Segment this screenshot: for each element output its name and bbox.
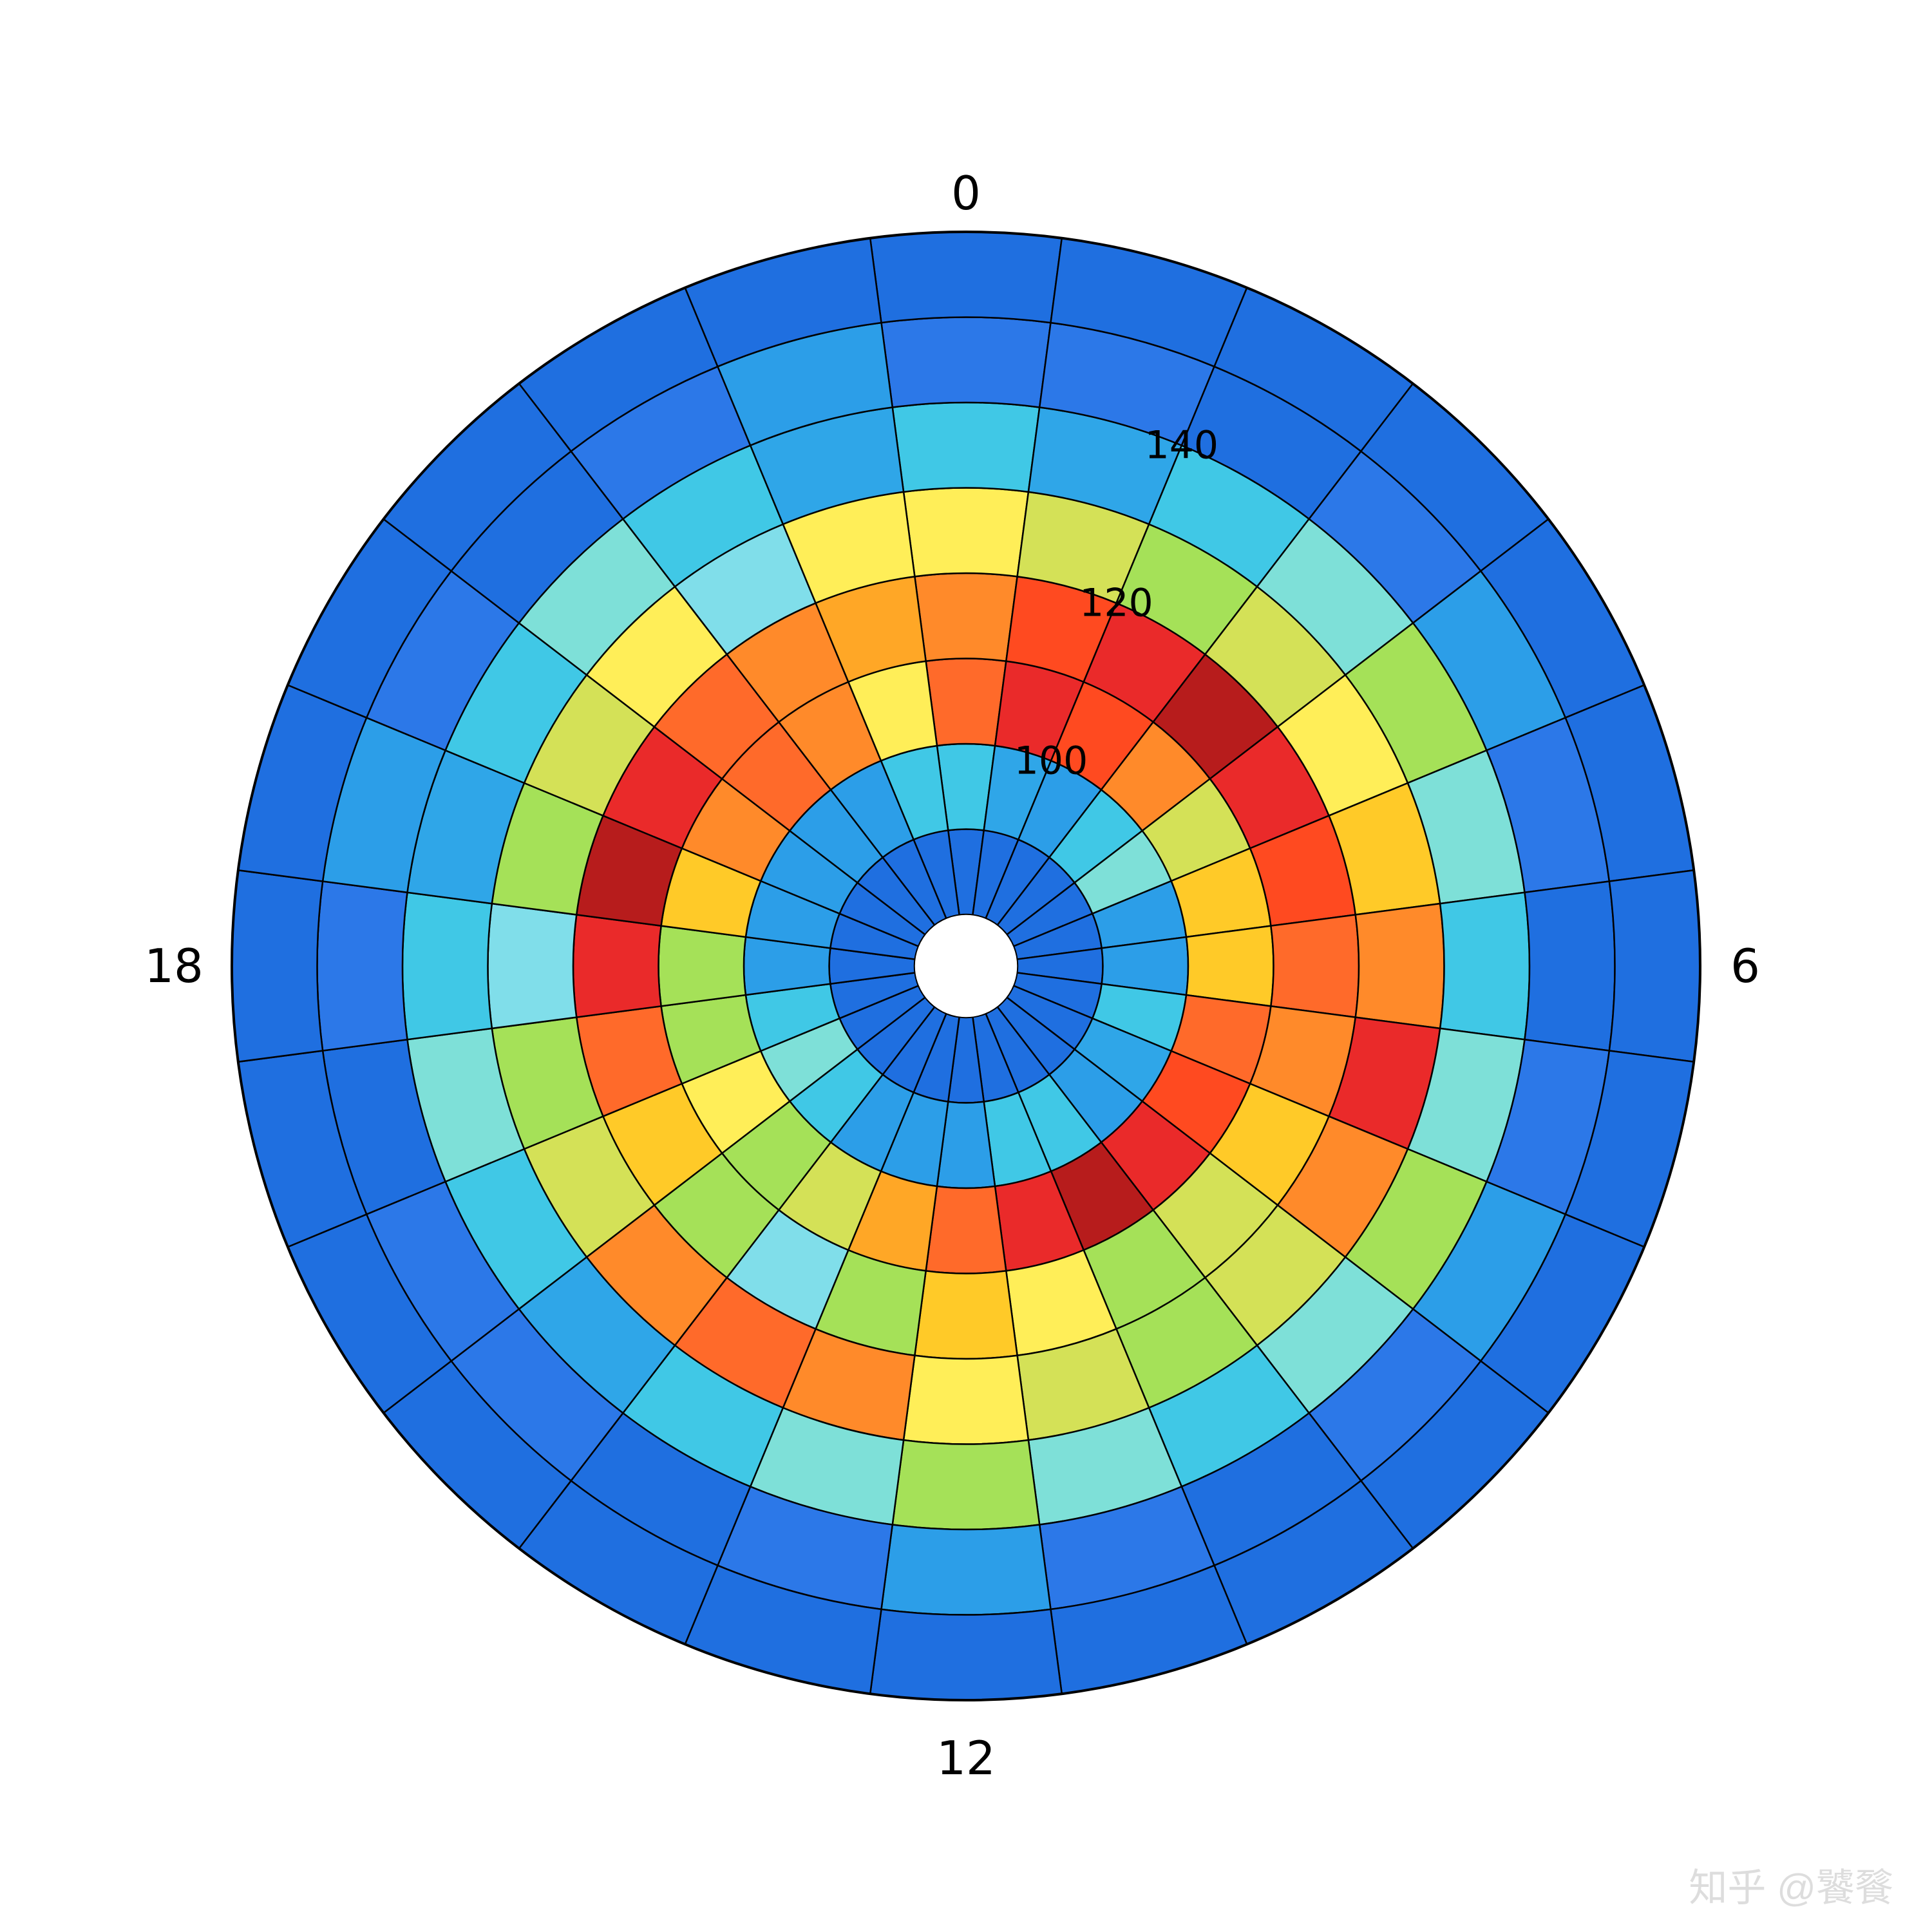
angular-axis-label: 18 — [144, 939, 204, 993]
heatmap-cell — [1525, 881, 1615, 1050]
heatmap-cell — [926, 659, 1007, 746]
heatmap-cell — [870, 232, 1062, 323]
angular-axis-label: 12 — [936, 1731, 996, 1785]
heatmap-cell — [1271, 914, 1359, 1017]
radial-tick-label: 140 — [1145, 423, 1219, 468]
heatmap-cell — [1440, 893, 1530, 1039]
heatmap-cell — [1186, 926, 1273, 1007]
heatmap-cell — [488, 904, 577, 1028]
heatmap-cell — [904, 1356, 1028, 1444]
heatmap-cell — [893, 1440, 1039, 1530]
angular-axis-label: 0 — [951, 166, 981, 220]
radial-tick-label: 120 — [1079, 580, 1153, 625]
heatmap-cell — [926, 1186, 1007, 1273]
chart-svg: 0 6 12 18 100 120 140 — [0, 0, 1932, 1932]
heatmap-cell — [881, 1525, 1050, 1615]
heatmap-cell — [914, 573, 1017, 661]
heatmap-cell — [1609, 870, 1700, 1062]
radial-tick-label: 100 — [1014, 738, 1088, 783]
heatmap-cell — [573, 914, 661, 1017]
watermark-text: 知乎 @饕餮 — [1689, 1857, 1893, 1913]
heatmap-cell — [402, 893, 492, 1039]
polar-heatmap-chart: 0 6 12 18 100 120 140 知乎 @饕餮 — [0, 0, 1932, 1932]
inner-hole — [914, 914, 1018, 1018]
angular-axis-label: 6 — [1730, 939, 1760, 993]
heatmap-cell — [317, 881, 408, 1050]
heatmap-cell — [232, 870, 323, 1062]
heatmap-cell — [881, 317, 1050, 408]
heatmap-cell — [914, 1271, 1017, 1359]
heatmap-cell — [1356, 904, 1444, 1028]
heatmap-cell — [658, 926, 745, 1007]
heatmap-cell — [893, 402, 1039, 492]
heatmap-cell — [870, 1609, 1062, 1700]
heatmap-cell — [904, 488, 1028, 577]
